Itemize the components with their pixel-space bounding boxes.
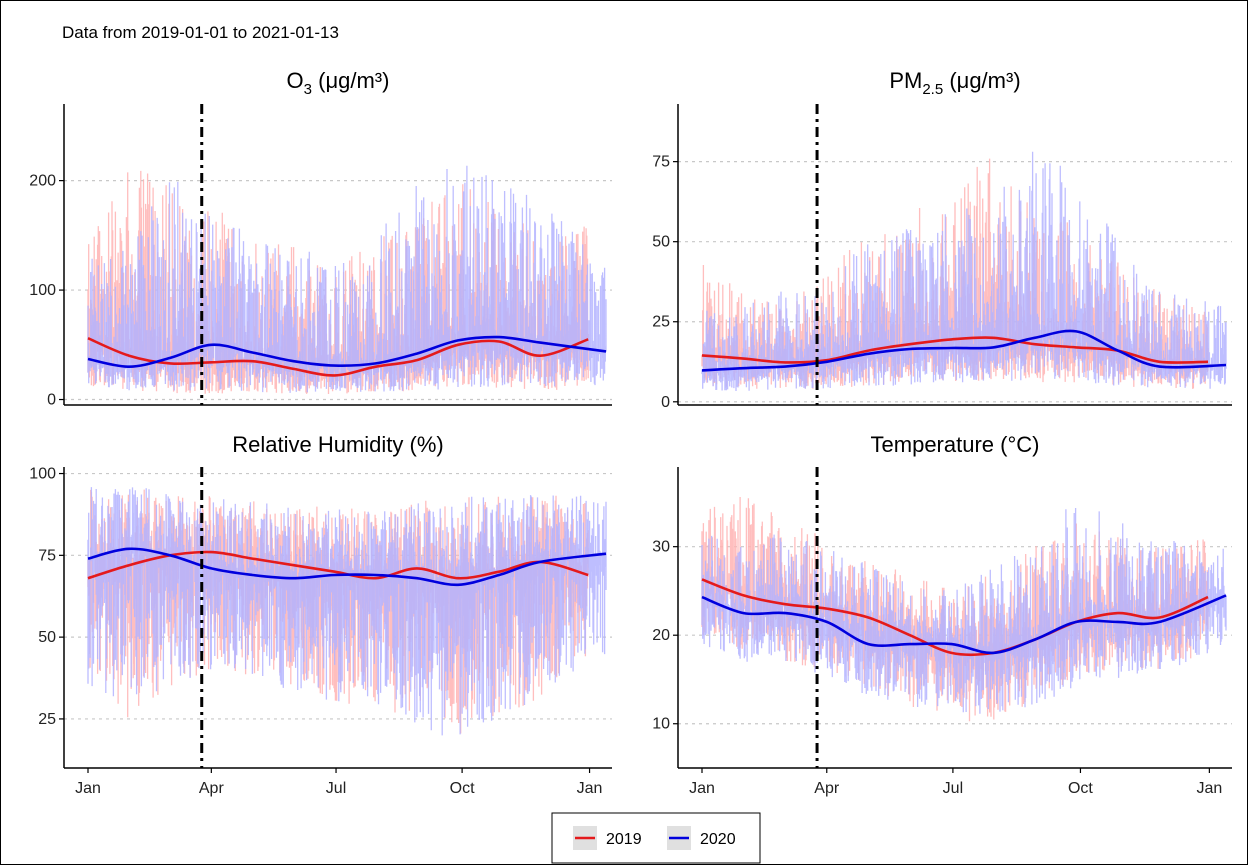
x-tick-label-1: Apr [199, 780, 225, 797]
trend-line-2020 [87, 335, 607, 369]
legend: 2019 2020 [551, 812, 761, 864]
y-tick-label-3: 100 [29, 466, 56, 483]
panel-4: 10 20 30 Jan Apr Jul Oct Jan Temperature (°C) [652, 432, 1232, 797]
y-tick-label-1: 25 [652, 314, 670, 331]
x-tick-label-2: Jul [326, 780, 346, 797]
x-tick-label-1: Apr [814, 780, 840, 797]
panels: 0 100 200 O3 (μg/m³) 0 25 50 75 PM2.5 (μg/m³) 25 5… [29, 68, 1232, 797]
y-tick-label-1: 100 [29, 282, 56, 299]
panel-title-base: Temperature (°C) [871, 432, 1040, 457]
trend-line-2019 [701, 578, 1209, 657]
x-tick-label-0: Jan [75, 780, 101, 797]
trend-line-2020 [701, 594, 1227, 655]
daily-bands [87, 487, 607, 736]
legend-label-2020: 2020 [700, 831, 736, 848]
trend-line-2020 [701, 329, 1227, 372]
panel-3: 25 50 75 100 Jan Apr Jul Oct Jan Relative Humidit… [29, 432, 612, 797]
panel-2: 0 25 50 75 PM2.5 (μg/m³) [652, 68, 1232, 411]
y-tick-label-0: 0 [661, 394, 670, 411]
panel-title-base: PM [889, 68, 922, 93]
y-tick-label-0: 10 [652, 716, 670, 733]
panel-title-base: Relative Humidity (%) [232, 432, 444, 457]
x-tick-label-4: Jan [1196, 780, 1222, 797]
y-tick-label-1: 20 [652, 627, 670, 644]
y-tick-label-0: 25 [38, 711, 56, 728]
x-tick-label-3: Oct [1068, 780, 1093, 797]
panel-title-base: O [287, 68, 304, 93]
panel-1: 0 100 200 O3 (μg/m³) [29, 68, 612, 409]
legend-label-2019: 2019 [606, 831, 642, 848]
y-tick-label-2: 30 [652, 539, 670, 556]
y-tick-label-3: 75 [652, 154, 670, 171]
panel-title-subscript: 3 [304, 81, 312, 98]
panel-title-unit: (μg/m³) [943, 68, 1020, 93]
panel-title: PM2.5 (μg/m³) [889, 68, 1020, 98]
panel-title: Relative Humidity (%) [232, 432, 444, 457]
x-tick-label-4: Jan [577, 780, 603, 797]
daily-bands [701, 151, 1227, 391]
trend-line-2020 [87, 547, 607, 587]
panel-title-unit: (μg/m³) [312, 68, 389, 93]
x-tick-label-3: Oct [450, 780, 475, 797]
y-tick-label-0: 0 [47, 392, 56, 409]
y-tick-label-2: 50 [652, 234, 670, 251]
y-tick-label-2: 200 [29, 173, 56, 190]
trend-line-2019 [87, 337, 589, 377]
y-tick-label-2: 75 [38, 547, 56, 564]
x-tick-label-2: Jul [943, 780, 963, 797]
caption: Data from 2019-01-01 to 2021-01-13 [62, 23, 339, 42]
panel-title-subscript: 2.5 [922, 81, 943, 98]
y-tick-label-1: 50 [38, 629, 56, 646]
panel-title: O3 (μg/m³) [287, 68, 390, 98]
x-tick-label-0: Jan [689, 780, 715, 797]
panel-title: Temperature (°C) [871, 432, 1040, 457]
